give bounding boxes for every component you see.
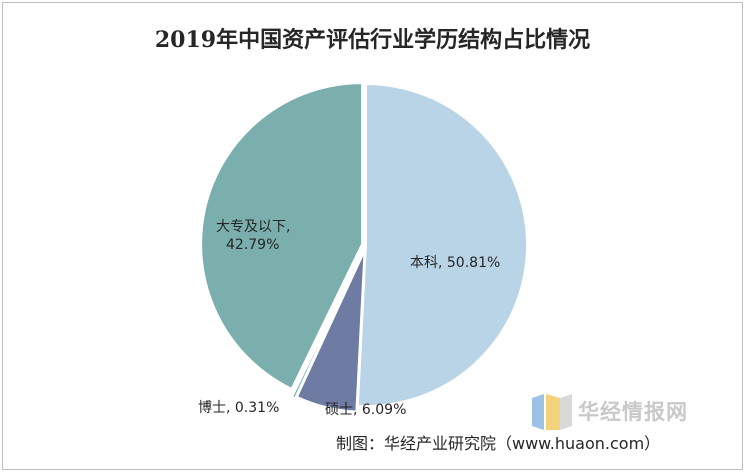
source-note: 制图：华经产业研究院（www.huaon.com）	[336, 434, 661, 453]
slice-college-below	[200, 82, 364, 391]
slice-bachelor	[356, 82, 528, 407]
label-master: 硕士, 6.09%	[325, 402, 407, 418]
label-bachelor: 本科, 50.81%	[410, 255, 501, 271]
watermark-logo-icon	[532, 394, 572, 430]
label-phd: 博士, 0.31%	[198, 400, 280, 416]
slice-master	[295, 250, 366, 413]
label-college-below-line2: 42.79%	[226, 237, 280, 253]
label-college-below-line1: 大专及以下,	[216, 219, 291, 235]
watermark-text: 华经情报网	[578, 400, 688, 424]
label-college-below: 大专及以下, 42.79%	[216, 218, 290, 254]
slice-phd	[290, 251, 364, 400]
chart-title: 2019年中国资产评估行业学历结构占比情况	[154, 27, 591, 53]
